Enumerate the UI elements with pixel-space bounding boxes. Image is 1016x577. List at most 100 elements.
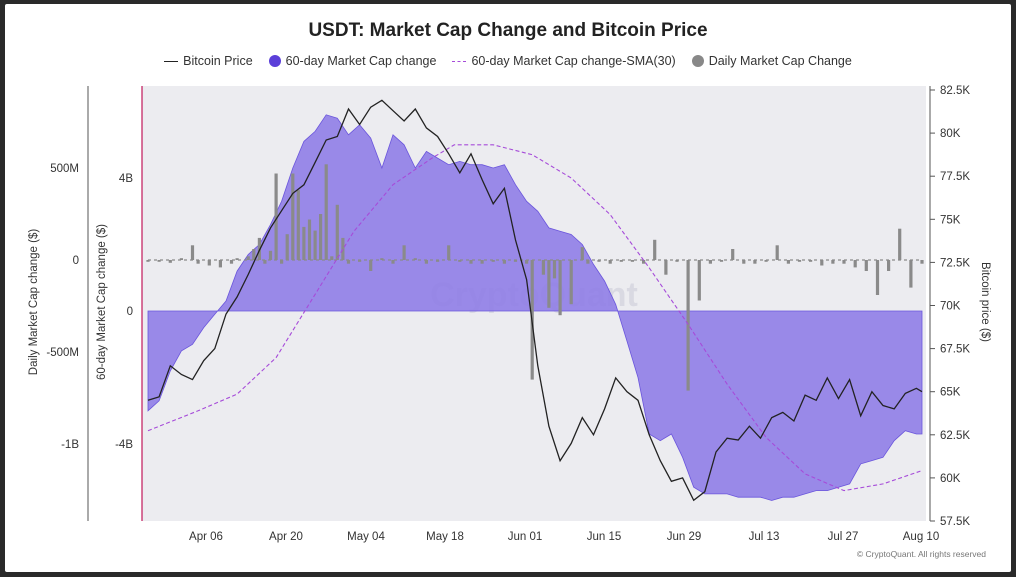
x-axis-tick-label: Jul 27	[828, 531, 859, 543]
daily-change-bar	[558, 260, 562, 316]
x-axis-tick-label: Jun 01	[508, 531, 543, 543]
legend-item-60d-cap-change[interactable]: 60-day Market Cap change	[268, 54, 437, 68]
daily-change-bar	[469, 260, 473, 264]
daily-change-bar	[391, 260, 395, 264]
daily-change-bar	[764, 260, 768, 262]
daily-change-bar	[697, 260, 701, 301]
legend-label: 60-day Market Cap change-SMA(30)	[471, 54, 676, 68]
cap60-axis-tick-label: 4B	[119, 173, 133, 185]
daily-change-bar	[608, 260, 612, 264]
daily-change-bar	[413, 258, 417, 260]
daily-change-bar	[809, 260, 813, 262]
daily-change-bar	[346, 260, 351, 264]
daily-change-bar	[786, 260, 790, 264]
daily-change-bar	[525, 260, 529, 264]
btc-axis-tick-label: 67.5K	[940, 344, 970, 356]
btc-axis-tick-label: 82.5K	[940, 85, 970, 97]
daily-change-bar	[424, 260, 428, 264]
daily-axis-tick-label: -1B	[61, 439, 79, 451]
sma30-line	[147, 144, 923, 492]
daily-change-bar	[458, 260, 462, 262]
daily-change-bar	[569, 260, 573, 305]
daily-change-bar	[664, 260, 668, 275]
daily-change-bar	[146, 260, 150, 262]
daily-change-bar	[380, 258, 384, 260]
x-axis-tick-label: Apr 06	[189, 531, 223, 543]
daily-change-bar	[402, 245, 406, 260]
daily-change-bar	[875, 260, 880, 295]
daily-change-bar	[753, 260, 757, 264]
daily-change-bar	[324, 164, 328, 260]
btc-axis-tick-label: 80K	[940, 128, 961, 140]
daily-change-bar	[313, 230, 317, 260]
daily-change-bar	[285, 234, 289, 260]
daily-change-bar	[335, 204, 339, 260]
daily-axis-tick-label: 500M	[50, 163, 79, 175]
daily-change-bar	[719, 260, 724, 262]
daily-change-bar	[447, 245, 451, 260]
legend-label: 60-day Market Cap change	[285, 54, 437, 68]
btc-axis-title: Bitcoin price ($)	[979, 262, 991, 342]
daily-change-bar	[597, 260, 601, 262]
daily-change-bar	[229, 260, 234, 264]
daily-change-bar	[319, 214, 323, 260]
cap60-axis-title: 60-day Market Cap change ($)	[96, 224, 108, 380]
daily-change-bar	[580, 247, 584, 260]
daily-change-bar	[775, 245, 779, 260]
dashed-line-swatch-icon	[452, 60, 467, 62]
chart-legend: Bitcoin Price 60-day Market Cap change 6…	[0, 54, 1016, 68]
daily-change-bar	[296, 190, 300, 260]
chart-title: USDT: Market Cap Change and Bitcoin Pric…	[308, 20, 708, 41]
daily-change-bar	[541, 260, 545, 275]
daily-change-bar	[842, 260, 846, 264]
daily-change-bar	[480, 260, 484, 264]
x-axis-tick-label: May 04	[347, 531, 385, 543]
legend-label: Daily Market Cap Change	[708, 54, 852, 68]
btc-axis-tick-label: 75K	[940, 214, 961, 226]
daily-axis-title: Daily Market Cap change ($)	[28, 229, 40, 376]
daily-change-bar	[268, 250, 273, 260]
btc-axis-tick-label: 70K	[940, 301, 961, 313]
legend-label: Bitcoin Price	[183, 54, 253, 68]
legend-item-bitcoin-price[interactable]: Bitcoin Price	[164, 54, 253, 68]
daily-axis-tick-label: 0	[73, 255, 79, 267]
daily-change-bar	[307, 219, 312, 260]
daily-change-bar	[898, 228, 902, 260]
daily-change-bar	[675, 260, 679, 262]
bitcoin-price-line	[147, 99, 923, 502]
daily-change-bar	[246, 256, 250, 260]
daily-change-bar	[436, 260, 440, 262]
daily-change-bar	[491, 260, 495, 262]
copyright-text: © CryptoQuant. All rights reserved	[856, 549, 986, 559]
daily-change-bar	[280, 260, 284, 264]
daily-change-bar	[341, 237, 345, 260]
daily-change-bar	[263, 260, 267, 264]
btc-axis-tick-label: 65K	[940, 387, 961, 399]
daily-change-bar	[235, 258, 239, 260]
daily-change-bar	[797, 260, 802, 262]
daily-change-bar	[653, 239, 657, 260]
btc-axis-tick-label: 60K	[940, 473, 961, 485]
daily-change-bar	[708, 260, 712, 264]
daily-change-bar	[864, 260, 868, 271]
cap60-axis-tick-label: 0	[127, 306, 133, 318]
daily-change-bar	[196, 260, 200, 264]
daily-change-bar	[207, 260, 211, 266]
legend-item-daily-cap-change[interactable]: Daily Market Cap Change	[691, 54, 852, 68]
btc-axis-tick-label: 62.5K	[940, 430, 970, 442]
daily-change-bar	[502, 260, 506, 264]
daily-change-bar	[168, 260, 172, 263]
daily-change-bar	[619, 260, 623, 262]
daily-change-bar	[302, 226, 306, 260]
daily-change-bar	[369, 260, 373, 271]
daily-change-bar	[252, 249, 256, 260]
x-axis-tick-label: Jun 15	[587, 531, 622, 543]
x-axis-tick-label: Apr 20	[269, 531, 303, 543]
btc-axis-tick-label: 72.5K	[940, 257, 970, 269]
btc-axis-tick-label: 57.5K	[940, 516, 970, 528]
daily-change-bar	[586, 260, 590, 264]
x-axis-tick-label: Aug 10	[903, 531, 939, 543]
legend-item-sma30[interactable]: 60-day Market Cap change-SMA(30)	[452, 54, 676, 68]
daily-change-bar	[330, 256, 334, 260]
